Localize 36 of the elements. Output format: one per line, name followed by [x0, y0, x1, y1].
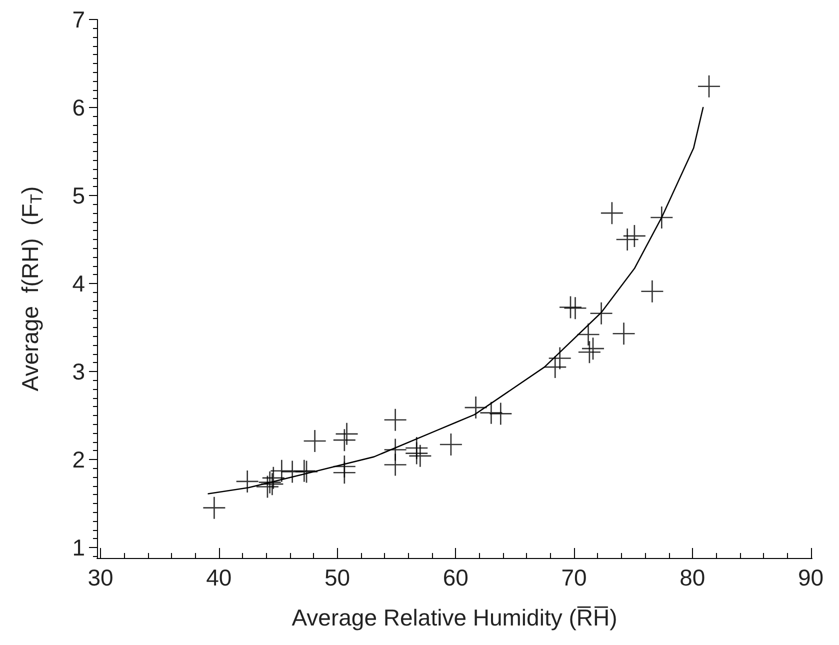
y-tick-label: 5	[72, 182, 85, 208]
point	[616, 228, 638, 250]
point	[203, 496, 226, 519]
point	[612, 322, 635, 345]
x-tick-label: 50	[324, 564, 350, 590]
point	[333, 462, 356, 484]
x-tick-label: 60	[442, 564, 468, 590]
point	[641, 280, 664, 302]
x-tick-label: 90	[798, 564, 824, 590]
point	[698, 75, 720, 98]
x-tick-label: 40	[206, 564, 232, 590]
point	[578, 341, 600, 364]
point	[333, 429, 356, 452]
point	[384, 454, 406, 476]
point	[384, 408, 406, 431]
point	[590, 302, 612, 324]
line-series	[208, 106, 704, 494]
y-tick-label: 7	[72, 6, 85, 32]
x-axis-title: Average Relative Humidity (R̅H̅)	[292, 604, 618, 630]
point	[236, 470, 258, 492]
y-tick-label: 1	[72, 534, 85, 560]
point	[406, 442, 428, 464]
y-axis-title: Average f(RH) (FT)	[17, 186, 46, 392]
point	[409, 444, 432, 467]
point	[548, 347, 571, 370]
point	[336, 422, 358, 445]
point	[490, 402, 512, 425]
x-tick-label: 70	[561, 564, 587, 590]
y-tick-label: 2	[72, 446, 85, 472]
y-tick-label: 6	[72, 94, 85, 120]
y-tick-label: 3	[72, 358, 85, 384]
point	[304, 430, 326, 452]
x-tick-label: 80	[680, 564, 706, 590]
y-tick-label: 4	[72, 270, 86, 296]
x-tick-label: 30	[88, 564, 114, 590]
point	[564, 297, 586, 320]
